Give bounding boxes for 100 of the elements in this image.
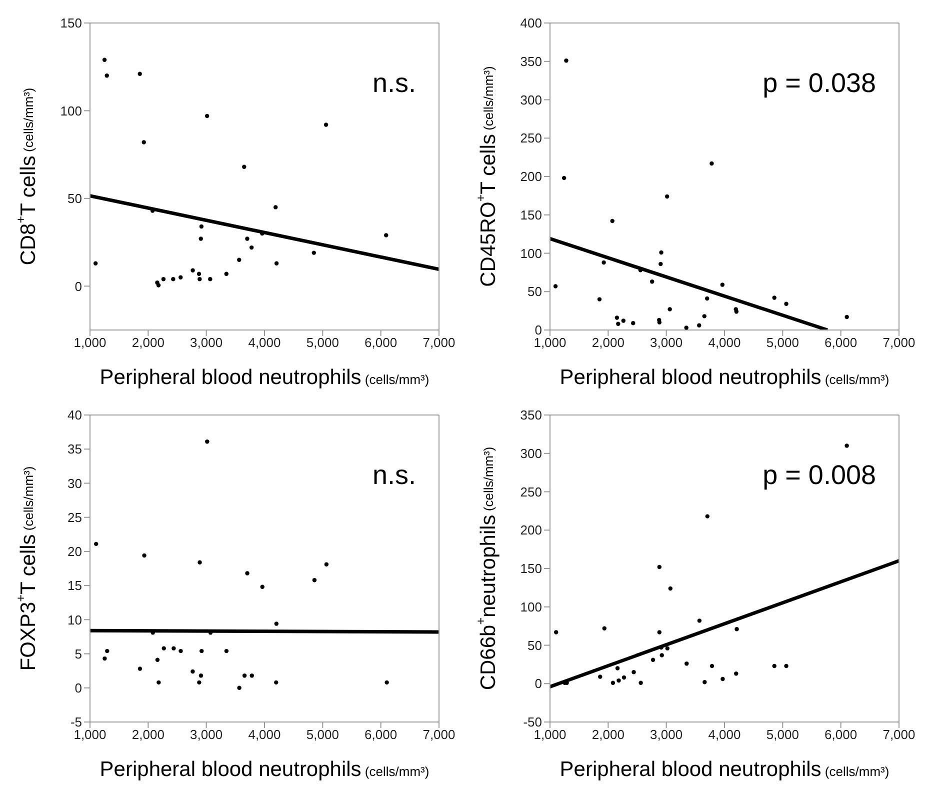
point [190,669,195,674]
x-tick-label: 2,000 [132,727,164,742]
point [312,250,316,255]
point [631,320,636,326]
point [312,578,317,582]
point [665,646,670,650]
x-tick-label: 6,000 [824,727,858,742]
point [664,194,670,199]
point [697,618,702,623]
y-tick-label: 300 [520,446,542,461]
point [704,296,710,301]
x-tick-label: 4,000 [248,727,281,742]
point [245,236,250,241]
y-tick-label: 10 [68,612,82,628]
x-tick-label: 6,000 [824,335,858,350]
point [720,282,725,287]
point [564,58,568,63]
point [274,680,278,685]
point [237,686,242,690]
x-tick-label: 3,000 [190,335,223,350]
point [734,627,739,632]
x-tick-label: 5,000 [766,727,799,742]
point [196,272,202,276]
x-tick-label: 5,000 [766,335,799,350]
point [632,670,636,674]
point [224,648,229,654]
y-tick-label: 150 [520,561,542,576]
point [324,562,329,567]
point [242,674,247,678]
y-tick-label: 150 [60,16,82,31]
point [138,666,142,671]
y-tick-label: 20 [68,544,82,560]
annotation: n.s. [372,460,416,491]
y-tick-label: 5 [74,646,82,662]
point [734,309,739,314]
y-tick-label: 40 [68,408,82,423]
point [204,114,210,118]
y-tick-label: 350 [520,54,542,69]
y-tick-label: 250 [520,484,542,500]
point [250,674,254,678]
point [274,622,279,626]
x-tick-label: 6,000 [364,727,398,742]
y-tick-label: 50 [68,191,82,206]
x-tick-label: 6,000 [364,335,398,350]
point [702,314,706,318]
y-tick-label: 100 [520,246,542,261]
point [610,680,616,685]
point [102,656,107,661]
y-tick-label: 0 [534,676,542,692]
point [772,664,776,668]
point [245,571,250,576]
point [772,296,776,300]
y-tick-label: 200 [520,169,542,184]
point [668,586,673,591]
y-tick-label: 400 [520,16,542,31]
point [172,646,176,650]
point [659,250,664,255]
point [224,272,229,276]
point [156,680,161,685]
point [554,630,558,634]
point [171,277,176,282]
point [260,584,264,590]
point [190,268,195,272]
y-tick-label: 300 [520,92,542,108]
annotation: p = 0.008 [762,460,876,491]
point [155,658,160,662]
x-tick-label: 4,000 [248,335,281,350]
point [720,676,725,682]
point [205,440,210,444]
point [198,560,202,564]
x-tick-label: 1,000 [74,335,106,350]
point [844,314,849,320]
x-tick-label: 2,000 [132,335,164,350]
point [274,261,279,266]
y-tick-label: 25 [68,510,82,525]
point [142,140,146,144]
annotation: n.s. [372,68,416,99]
x-axis-title: Peripheral blood neutrophils (cells/mm³) [100,366,430,389]
point [684,326,688,330]
point [156,283,161,288]
point [237,258,242,262]
point [93,261,98,266]
y-tick-label: 50 [528,284,542,300]
point [384,233,388,238]
y-tick-label: 150 [520,207,542,222]
x-tick-label: 4,000 [708,727,741,742]
y-tick-label: 0 [74,278,82,294]
annotation: p = 0.038 [762,68,876,99]
x-tick-label: 1,000 [534,335,566,350]
point [242,164,246,169]
x-tick-label: 7,000 [422,727,456,742]
point [702,680,707,684]
point [198,236,203,241]
point [660,653,664,658]
point [658,262,663,266]
y-tick-label: -50 [523,714,542,730]
y-tick-label: 30 [68,476,82,491]
point [200,648,204,654]
point [208,277,212,282]
point [602,260,606,265]
